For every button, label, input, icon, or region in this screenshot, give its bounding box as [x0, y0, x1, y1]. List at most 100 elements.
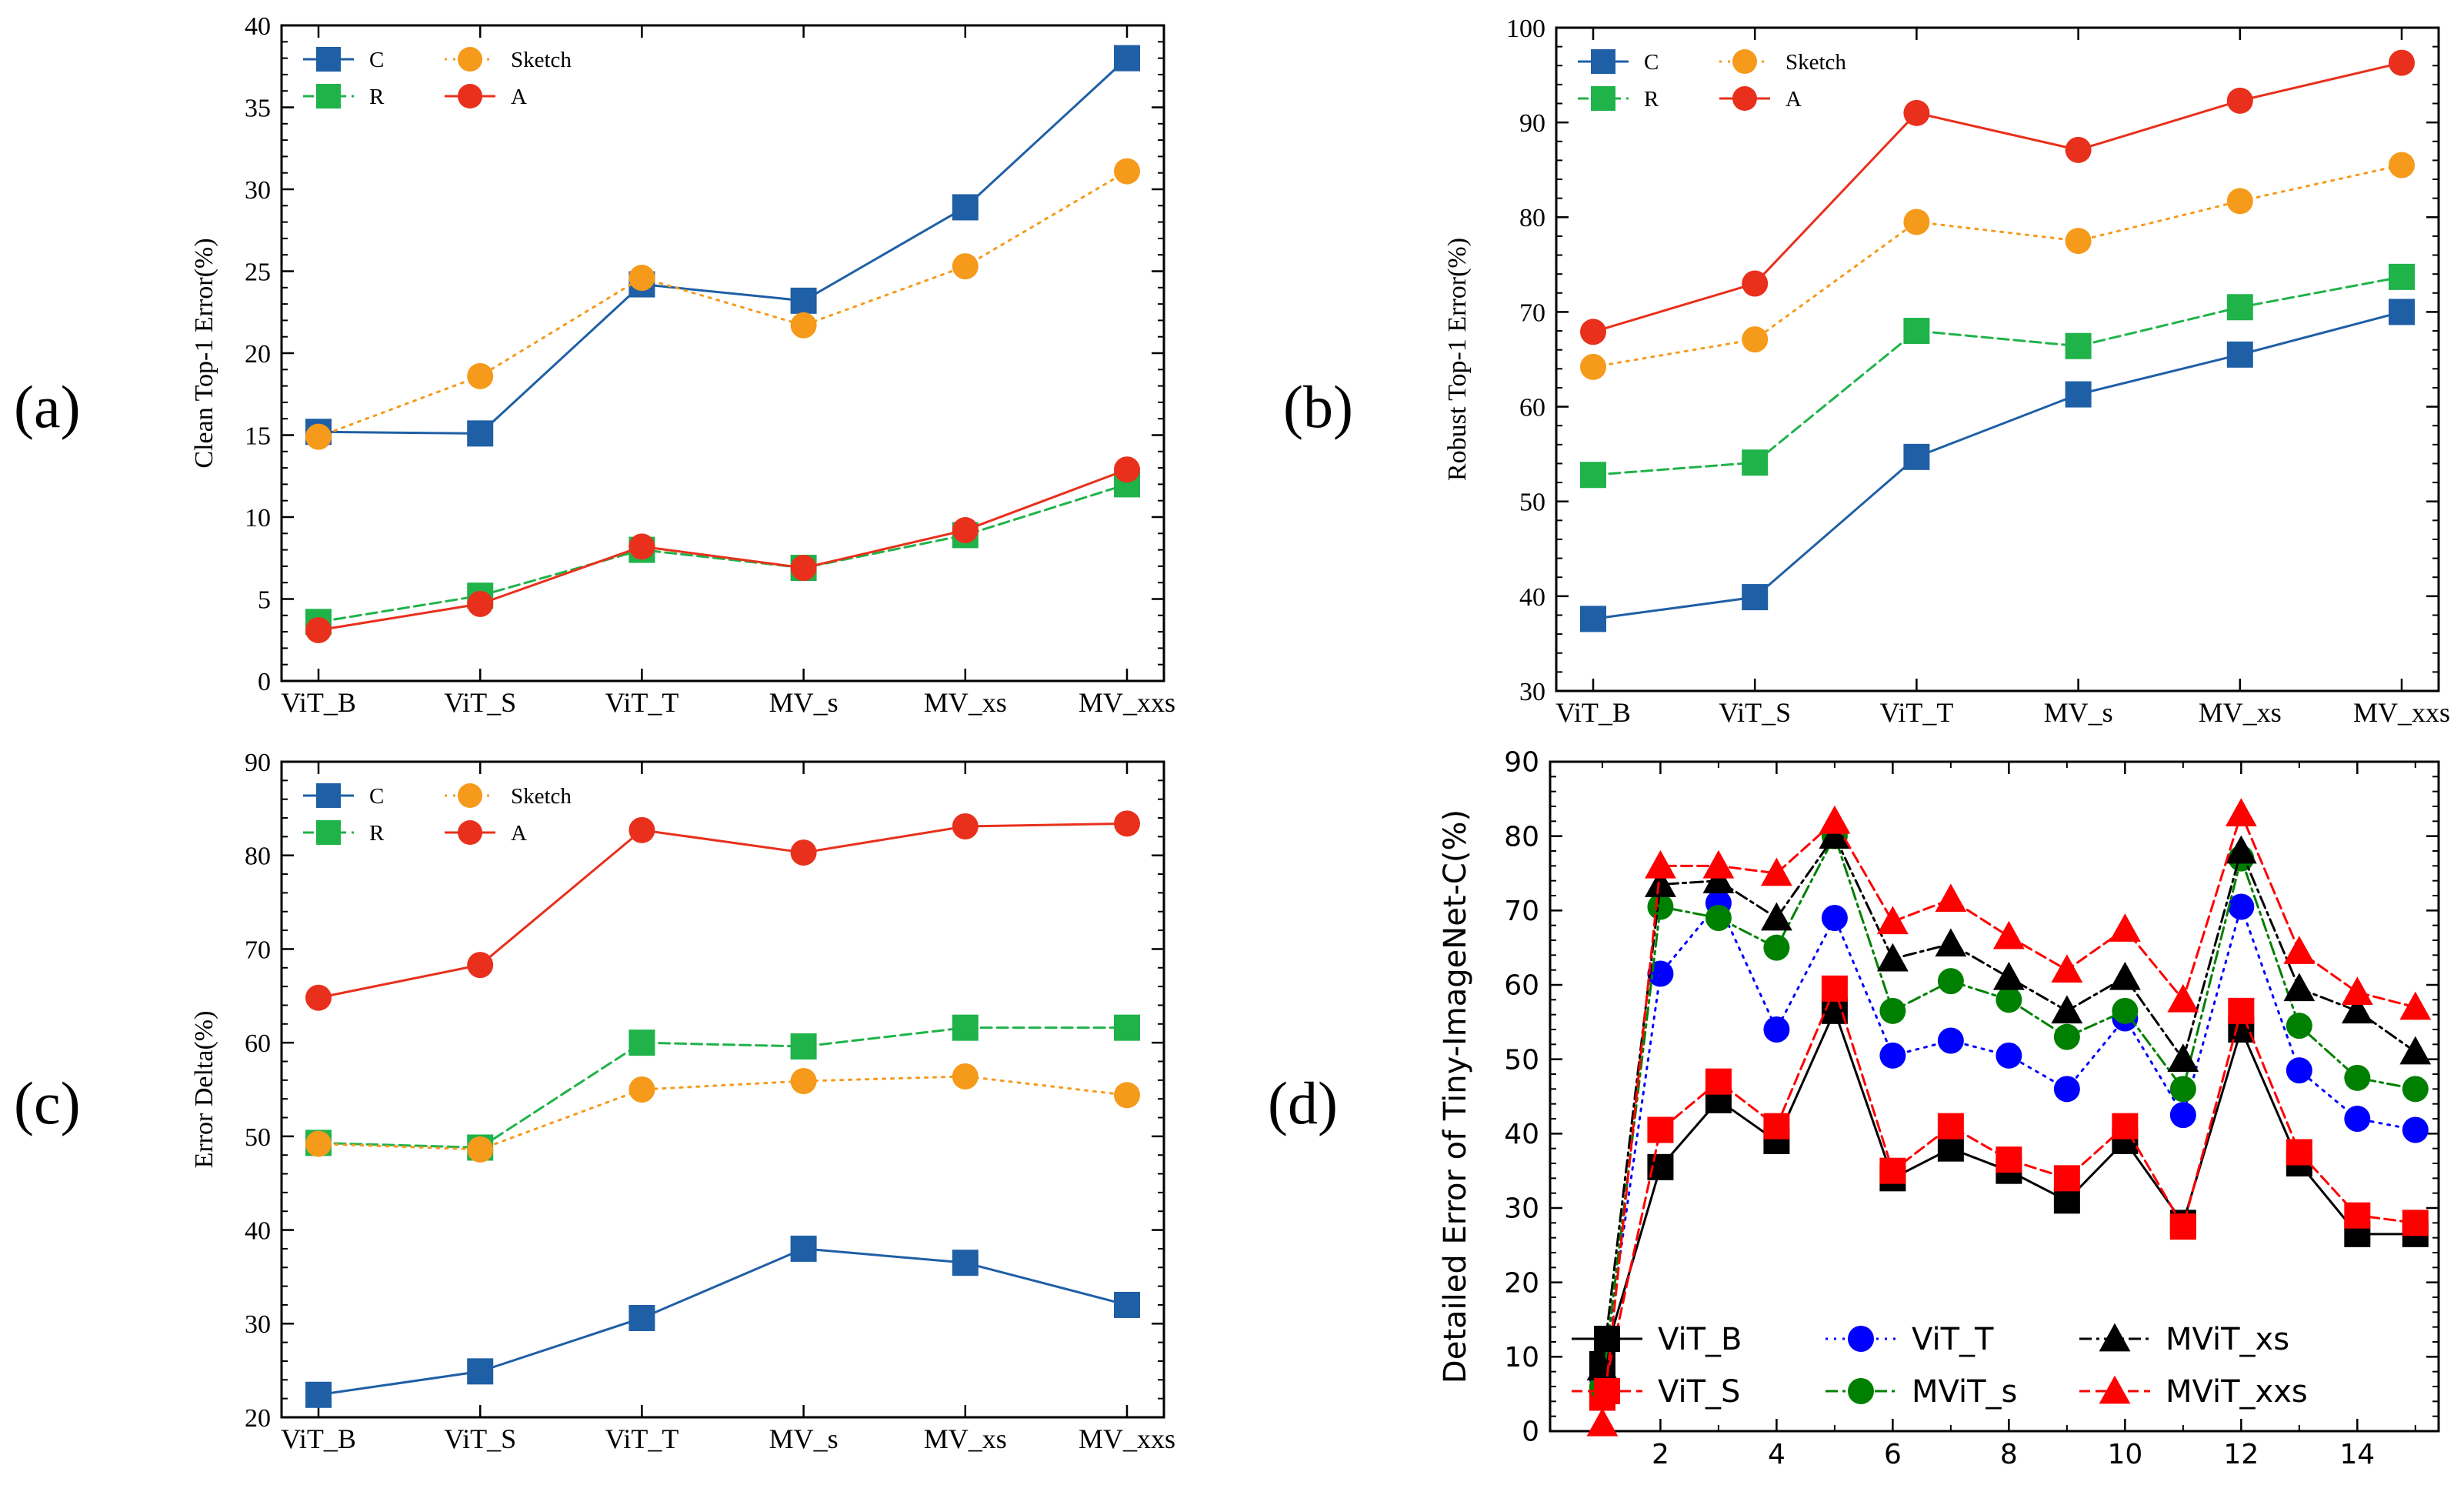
data-point-A: [467, 952, 494, 979]
data-point-A: [1742, 270, 1769, 297]
data-point-MViT_xs: [1876, 943, 1909, 972]
data-point-R: [1114, 1014, 1140, 1041]
data-point-R: [1580, 462, 1606, 489]
data-point-R: [629, 1029, 655, 1056]
data-point-Sketch: [1114, 158, 1140, 185]
y-axis-label: Detailed Error of Tiny-ImageNet-C(%): [1438, 809, 1473, 1383]
data-point-Sketch: [2389, 152, 2415, 179]
series-line-A: [1592, 62, 2403, 333]
data-point-MViT_s: [2169, 1076, 2196, 1103]
data-point-ViT_S: [1647, 1116, 1674, 1143]
data-point-MViT_xxs: [1761, 857, 1792, 886]
y-tick-label: 80: [1504, 821, 1539, 853]
y-tick-label: 20: [245, 340, 271, 369]
data-point-A: [952, 517, 979, 544]
legend-marker-C: [316, 47, 341, 72]
data-point-MViT_xxs: [1702, 849, 1735, 879]
data-point-R: [1903, 318, 1930, 345]
x-tick-label: 12: [2223, 1439, 2259, 1470]
y-tick-label: 60: [1519, 393, 1545, 422]
data-point-Sketch: [790, 312, 817, 339]
data-point-ViT_S: [2053, 1165, 2080, 1192]
y-tick-label: 90: [1504, 747, 1539, 779]
legend-label-R: R: [369, 821, 385, 846]
data-point-Sketch: [1114, 1082, 1140, 1109]
legend-label-ViT_S: ViT_S: [1658, 1374, 1740, 1410]
legend-marker-R: [316, 84, 341, 108]
chart-c: 20 30 40 50 60 70 80 90 ViT_B ViT_S ViT_T MV_s MV_xs…: [190, 749, 1175, 1454]
legend-marker-ViT_T: [1848, 1326, 1874, 1352]
legend-marker-R: [1591, 86, 1615, 111]
data-point-A: [1580, 319, 1606, 345]
x-tick-label: MV_s: [769, 687, 839, 718]
y-tick-label: 90: [245, 749, 271, 777]
series-line-A: [317, 822, 1129, 999]
y-tick-label: 35: [245, 94, 271, 122]
legend-label-ViT_B: ViT_B: [1658, 1322, 1742, 1357]
series-line-Sketch: [317, 170, 1129, 439]
legend-label-MViT_xs: MViT_xs: [2166, 1322, 2289, 1357]
data-point-MViT_s: [1996, 986, 2022, 1013]
series-line-A: [317, 468, 1129, 632]
data-point-C: [629, 1304, 655, 1331]
x-tick-label: ViT_S: [444, 1423, 516, 1454]
legend-marker-C: [316, 783, 341, 808]
data-point-C: [305, 1381, 332, 1408]
data-point-MViT_xxs: [1876, 906, 1909, 935]
data-point-A: [1114, 456, 1140, 483]
x-tick-label: 14: [2339, 1439, 2375, 1470]
y-tick-label: 80: [1519, 204, 1545, 232]
data-point-ViT_S: [1763, 1113, 1790, 1140]
y-tick-label: 5: [258, 586, 271, 614]
data-point-MViT_xs: [1992, 961, 2025, 990]
data-point-Sketch: [1742, 326, 1769, 353]
series-line-Sketch: [317, 1075, 1129, 1151]
data-point-ViT_S: [1879, 1157, 1906, 1184]
data-point-ViT_B: [2053, 1187, 2080, 1214]
data-point-MViT_s: [1705, 905, 1732, 931]
x-tick-label: ViT_S: [1719, 697, 1791, 728]
legend-marker-C: [1591, 49, 1615, 74]
data-point-MViT_xs: [2051, 995, 2083, 1024]
data-point-ViT_T: [2286, 1057, 2312, 1084]
data-point-MViT_xxs: [1586, 1407, 1619, 1437]
y-tick-label: 100: [1506, 15, 1545, 43]
legend-label-C: C: [369, 784, 384, 809]
y-tick-label: 50: [245, 1123, 271, 1152]
data-point-R: [2389, 263, 2415, 290]
x-tick-label: ViT_B: [281, 1423, 356, 1454]
data-point-MViT_xs: [1819, 820, 1851, 849]
data-point-C: [790, 287, 817, 314]
x-tick-label: 4: [1768, 1439, 1785, 1470]
legend-marker-Sketch: [1732, 49, 1757, 74]
data-point-MViT_xxs: [2225, 798, 2257, 826]
data-point-A: [2389, 49, 2415, 76]
y-tick-label: 40: [245, 1216, 271, 1245]
data-point-Sketch: [629, 265, 655, 292]
y-tick-label: 20: [1504, 1267, 1539, 1299]
series-line-R: [317, 482, 1129, 623]
y-tick-label: 20: [245, 1404, 271, 1433]
y-tick-label: 0: [1522, 1417, 1539, 1448]
y-tick-label: 30: [245, 176, 271, 205]
data-point-A: [2065, 136, 2092, 163]
data-point-MViT_xxs: [2341, 976, 2373, 1005]
x-tick-label: MV_xs: [924, 1423, 1007, 1454]
data-point-MViT_xxs: [2109, 913, 2141, 942]
data-point-ViT_T: [2228, 893, 2255, 920]
data-point-ViT_S: [2402, 1210, 2429, 1236]
data-point-C: [2065, 381, 2092, 408]
data-point-MViT_s: [1879, 997, 1906, 1024]
data-point-ViT_T: [1937, 1027, 1964, 1054]
legend-label-R: R: [1644, 87, 1659, 112]
data-point-A: [2226, 87, 2253, 114]
data-point-MViT_xs: [2283, 973, 2316, 1002]
legend-label-A: A: [1785, 87, 1802, 112]
panel-label-b: (b): [1283, 373, 1353, 440]
series-line-R: [317, 1026, 1129, 1149]
panel-label-a: (a): [14, 373, 81, 440]
data-point-Sketch: [952, 1063, 979, 1090]
series-line-Sketch: [1592, 164, 2403, 369]
y-tick-label: 60: [1504, 970, 1539, 1002]
data-point-ViT_T: [2053, 1076, 2080, 1103]
